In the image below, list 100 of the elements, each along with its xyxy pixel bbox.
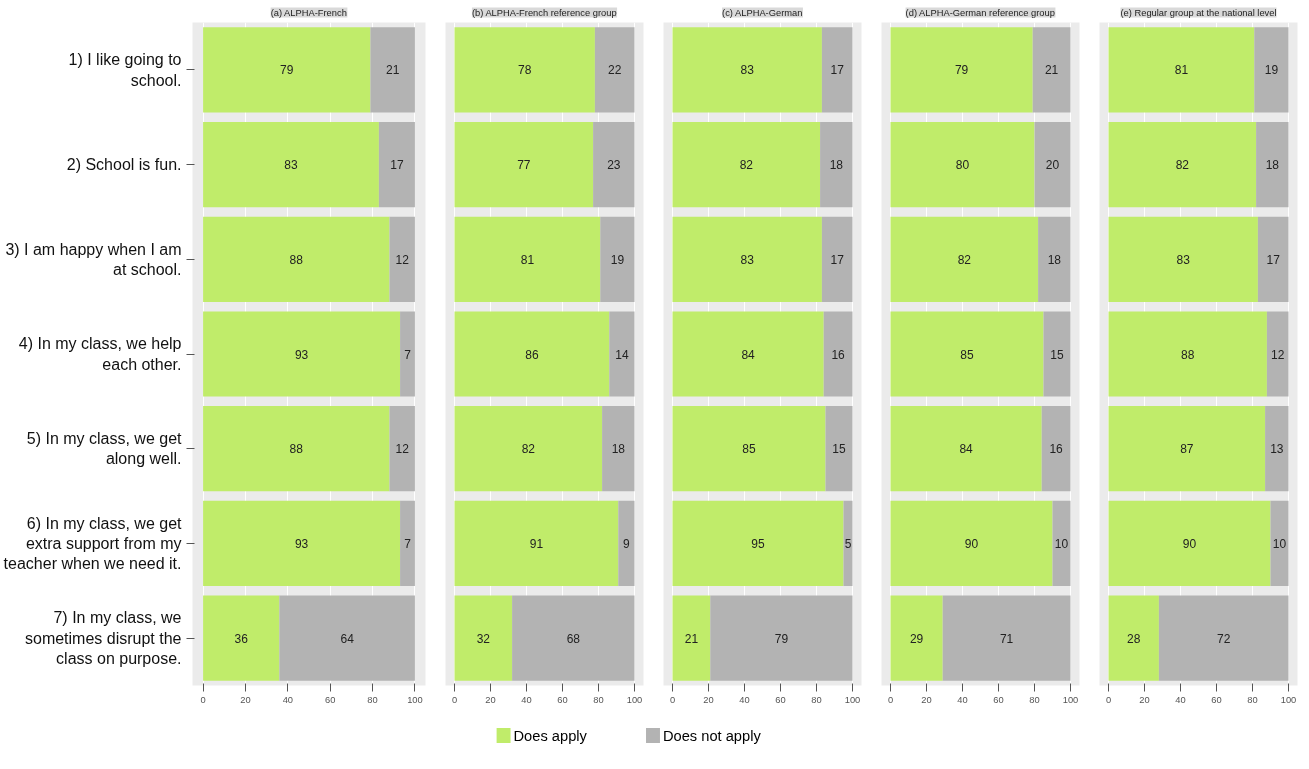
data-label: 28 [1127, 631, 1141, 646]
y-tick-label: 6) In my class, we get extra support from my teacher when we need it. [3, 514, 183, 573]
x-tick-label: 20 [485, 694, 496, 705]
data-label: 17 [1266, 252, 1281, 267]
x-tick-label: 60 [557, 694, 568, 705]
data-label: 95 [751, 536, 765, 551]
x-tick-label: 0 [1105, 694, 1112, 705]
data-label: 15 [1050, 347, 1064, 362]
data-label: 14 [615, 347, 629, 362]
data-label: 79 [954, 63, 969, 78]
x-tick-label: 20 [921, 694, 932, 705]
chart-title: (d) ALPHA-German reference group [905, 7, 1055, 18]
x-tick-label: 100 [1280, 694, 1297, 705]
data-label: 32 [476, 631, 491, 646]
data-label: 17 [830, 63, 845, 78]
data-label: 18 [1047, 252, 1062, 267]
data-label: 12 [395, 442, 410, 457]
chart-title: (e) Regular group at the national level [1120, 7, 1277, 18]
data-label: 23 [607, 158, 621, 173]
x-tick-label: 80 [1247, 694, 1258, 705]
data-label: 81 [1174, 63, 1189, 78]
data-label: 10 [1054, 536, 1069, 551]
data-label: 21 [385, 63, 400, 78]
x-tick-label: 100 [1062, 694, 1079, 705]
data-label: 82 [1175, 158, 1190, 173]
data-label: 84 [959, 442, 974, 457]
data-label: 83 [740, 63, 755, 78]
x-tick-label: 0 [451, 694, 458, 705]
x-tick-label: 20 [1139, 694, 1150, 705]
data-label: 7 [404, 536, 412, 551]
y-tick-label: 4) In my class, we help each other. [18, 335, 182, 373]
data-label: 77 [517, 158, 531, 173]
data-label: 19 [1264, 63, 1279, 78]
x-tick-label: 60 [993, 694, 1004, 705]
legend-label: Does apply [513, 727, 588, 744]
data-label: 79 [280, 63, 294, 78]
data-label: 20 [1045, 158, 1060, 173]
data-label: 90 [964, 536, 979, 551]
legend-label: Does not apply [662, 727, 762, 744]
y-tick-label: 2) School is fun. [66, 156, 182, 174]
x-tick-label: 80 [811, 694, 822, 705]
x-tick-label: 60 [1211, 694, 1222, 705]
x-tick-label: 0 [669, 694, 676, 705]
data-label: 68 [566, 631, 581, 646]
chart-title: (a) ALPHA-French [270, 7, 347, 18]
data-label: 5 [844, 536, 852, 551]
data-label: 17 [390, 158, 404, 173]
data-label: 82 [521, 442, 536, 457]
data-label: 93 [294, 347, 309, 362]
x-tick-label: 40 [1175, 694, 1186, 705]
data-label: 13 [1270, 442, 1284, 457]
data-label: 71 [999, 631, 1014, 646]
x-tick-label: 20 [703, 694, 714, 705]
data-label: 18 [1265, 158, 1280, 173]
data-label: 18 [829, 158, 844, 173]
chart-title: (c) ALPHA-German [722, 7, 803, 18]
y-tick-label: 7) In my class, we sometimes disrupt the class on purpose. [24, 609, 182, 668]
data-label: 7 [404, 347, 412, 362]
data-label: 83 [740, 252, 755, 267]
data-label: 12 [1271, 347, 1285, 362]
data-label: 81 [520, 252, 535, 267]
data-label: 82 [739, 158, 754, 173]
data-label: 16 [1049, 442, 1064, 457]
data-label: 84 [741, 347, 756, 362]
x-tick-label: 100 [407, 694, 423, 705]
data-label: 86 [525, 347, 539, 362]
data-label: 16 [831, 347, 846, 362]
x-tick-label: 100 [844, 694, 861, 705]
chart-title: (b) ALPHA-French reference group [471, 7, 617, 18]
x-tick-label: 0 [887, 694, 894, 705]
data-label: 83 [284, 158, 298, 173]
data-label: 15 [832, 442, 846, 457]
data-label: 72 [1217, 631, 1231, 646]
data-label: 64 [340, 631, 355, 646]
data-label: 10 [1272, 536, 1287, 551]
y-tick-label: 3) I am happy when I am at school. [5, 240, 182, 278]
x-tick-label: 80 [593, 694, 604, 705]
x-tick-label: 40 [739, 694, 750, 705]
x-tick-label: 60 [775, 694, 786, 705]
data-label: 21 [1044, 63, 1059, 78]
x-tick-label: 40 [282, 694, 294, 705]
data-label: 93 [294, 536, 309, 551]
data-label: 19 [610, 252, 625, 267]
data-label: 88 [289, 442, 304, 457]
data-label: 21 [684, 631, 699, 646]
data-label: 88 [289, 252, 304, 267]
data-label: 83 [1176, 252, 1191, 267]
data-label: 29 [909, 631, 924, 646]
data-label: 79 [774, 631, 789, 646]
data-label: 9 [623, 536, 631, 551]
data-label: 12 [395, 252, 410, 267]
x-tick-label: 20 [240, 694, 251, 705]
data-label: 78 [518, 63, 532, 78]
y-tick-label: 1) I like going to school. [68, 51, 182, 89]
data-label: 18 [611, 442, 626, 457]
x-tick-label: 40 [521, 694, 532, 705]
data-label: 85 [960, 347, 974, 362]
y-tick-label: 5) In my class, we get along well. [26, 430, 183, 468]
data-label: 85 [742, 442, 756, 457]
data-label: 90 [1182, 536, 1197, 551]
